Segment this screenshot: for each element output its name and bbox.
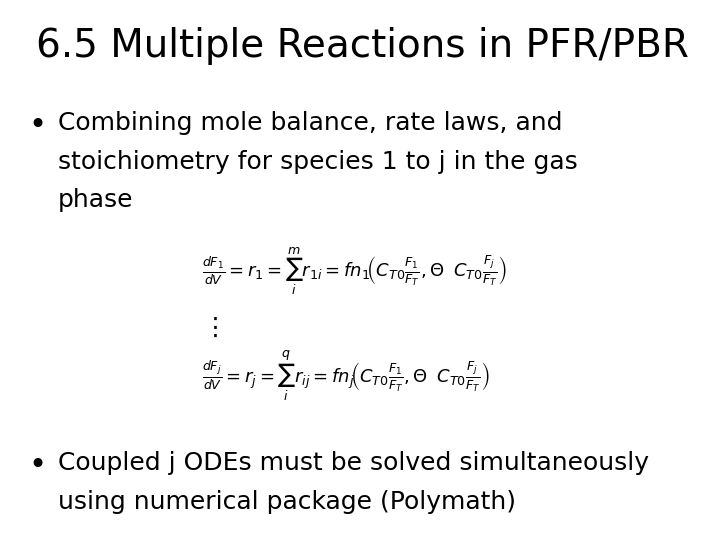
Text: stoichiometry for species 1 to j in the gas: stoichiometry for species 1 to j in the …: [58, 150, 577, 173]
Text: 6.5 Multiple Reactions in PFR/PBR: 6.5 Multiple Reactions in PFR/PBR: [36, 27, 689, 65]
Text: •: •: [29, 451, 47, 480]
Text: using numerical package (Polymath): using numerical package (Polymath): [58, 490, 516, 514]
Text: phase: phase: [58, 188, 133, 212]
Text: $\frac{dF_j}{dV} = r_j = \sum_{i}^{q} r_{ij} = fn_j\!\left( C_{T0}\frac{F_1}{F_T: $\frac{dF_j}{dV} = r_j = \sum_{i}^{q} r_…: [202, 348, 490, 403]
Text: Combining mole balance, rate laws, and: Combining mole balance, rate laws, and: [58, 111, 562, 134]
Text: Coupled j ODEs must be solved simultaneously: Coupled j ODEs must be solved simultaneo…: [58, 451, 649, 475]
Text: •: •: [29, 111, 47, 140]
Text: $\frac{dF_1}{dV} = r_1 = \sum_{i}^{m} r_{1i} = fn_1\!\left( C_{T0}\frac{F_1}{F_T: $\frac{dF_1}{dV} = r_1 = \sum_{i}^{m} r_…: [202, 246, 506, 298]
Text: $\vdots$: $\vdots$: [202, 316, 217, 340]
